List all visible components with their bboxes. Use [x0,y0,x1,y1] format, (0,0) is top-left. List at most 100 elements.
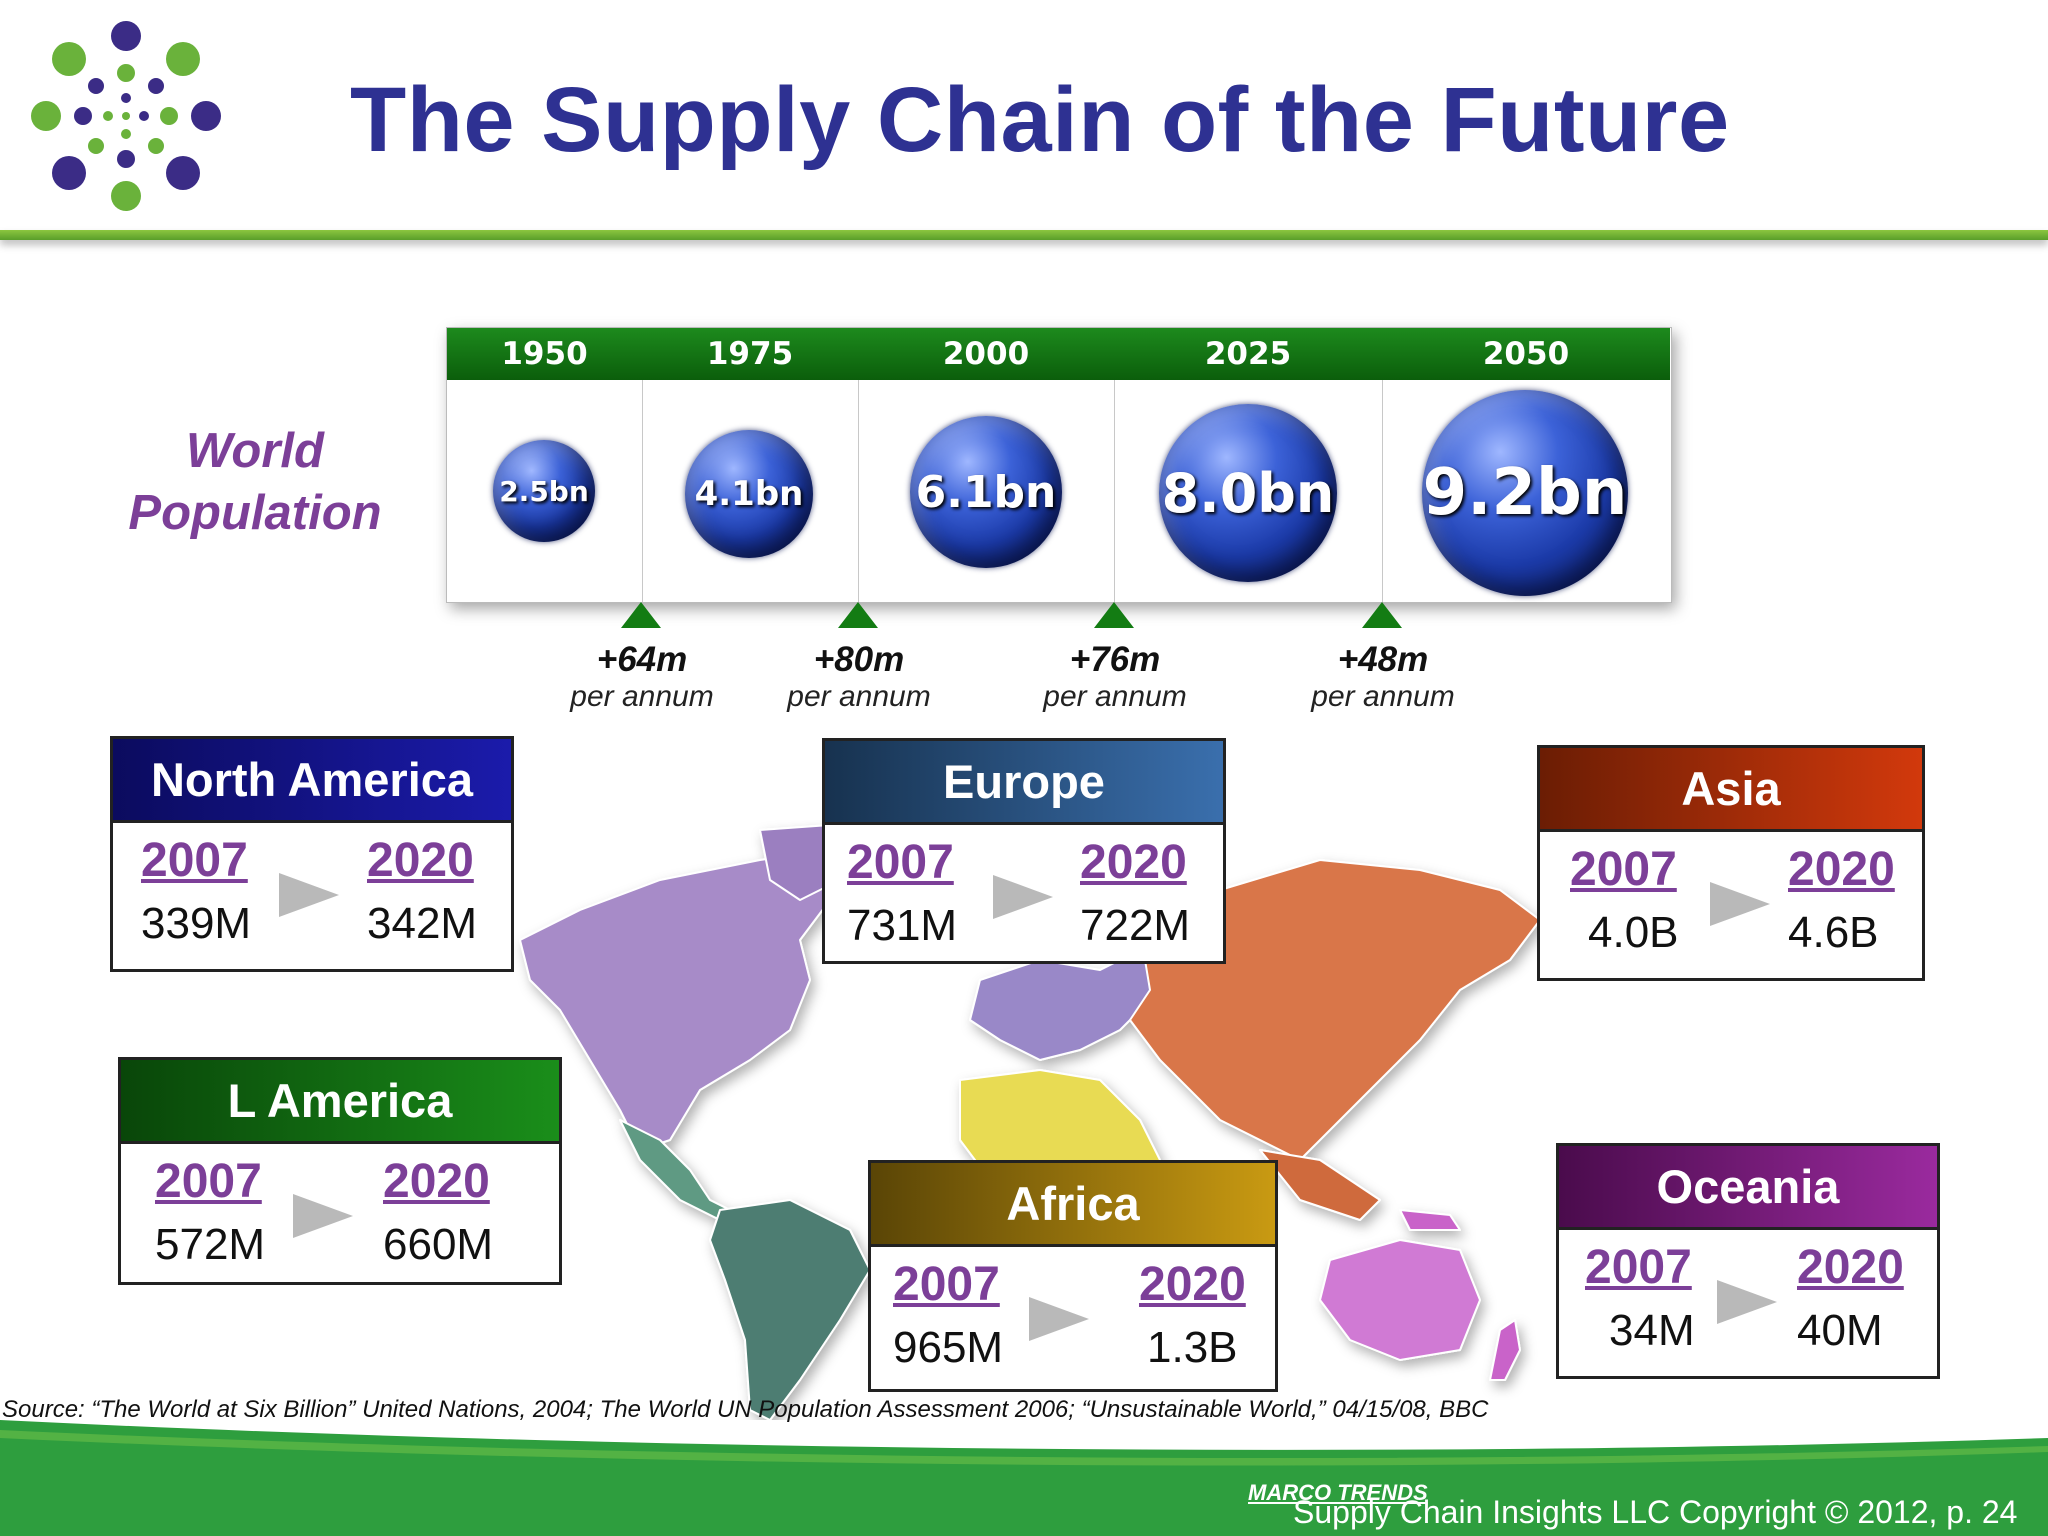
arrow-right-icon [279,873,339,917]
year-to: 2020 [1139,1258,1246,1311]
timeline-column-2050: 2050 9.2bn [1382,328,1670,602]
copyright-text: Supply Chain Insights LLC Copyright © 20… [1293,1494,2018,1530]
world-population-label: World Population [110,420,400,544]
timeline-year: 2025 [1114,328,1382,380]
arrow-right-icon [293,1194,353,1238]
region-name: Africa [871,1163,1275,1247]
page-title: The Supply Chain of the Future [350,69,1730,171]
year-to: 2020 [367,834,474,887]
growth-value: +64m [596,640,688,679]
value-from: 339M [141,899,252,948]
triangle-marker-icon [838,602,878,628]
growth-value: +80m [813,640,905,679]
triangle-marker-icon [1362,602,1402,628]
region-europe: Europe 2007 2020 731M 722M [822,738,1226,964]
region-name: North America [113,739,511,823]
growth-label: +76m per annum [1015,640,1215,714]
region-north-america: North America 2007 2020 339M 342M [110,736,514,972]
growth-value: +48m [1337,640,1429,679]
globe-icon: 2.5bn [493,440,595,542]
region-name: Oceania [1559,1146,1937,1230]
map-new-guinea [1399,1209,1461,1231]
value-to: 660M [383,1220,494,1269]
map-central-america [619,1119,731,1221]
globe-icon: 8.0bn [1159,404,1337,582]
growth-unit: per annum [1043,680,1187,713]
region-name: Europe [825,741,1223,825]
growth-unit: per annum [570,680,714,713]
year-to: 2020 [1080,836,1187,889]
growth-label: +80m per annum [759,640,959,714]
arrow-right-icon [1029,1297,1089,1341]
world-population-line2: Population [128,486,382,540]
growth-label: +48m per annum [1283,640,1483,714]
region-body: 2007 2020 34M 40M [1559,1230,1937,1369]
globe-icon: 9.2bn [1422,390,1628,596]
map-new-zealand [1489,1319,1521,1381]
population-value: 4.1bn [694,474,804,514]
population-value: 9.2bn [1422,456,1628,530]
timeline-year: 2050 [1382,328,1670,380]
year-from: 2007 [893,1258,1000,1311]
timeline-column-2025: 2025 8.0bn [1114,328,1383,602]
population-timeline: 1950 2.5bn 1975 4.1bn 2000 6.1bn 2025 8.… [446,327,1672,603]
growth-value: +76m [1069,640,1161,679]
source-citation: Source: “The World at Six Billion” Unite… [2,1396,1489,1423]
timeline-year: 1950 [447,328,642,380]
value-to: 342M [367,899,478,948]
map-asia [1129,859,1541,1161]
region-body: 2007 2020 339M 342M [113,823,511,962]
map-north-america [519,849,831,1151]
region-body: 2007 2020 4.0B 4.6B [1540,832,1922,971]
year-from: 2007 [1585,1241,1692,1294]
timeline-year: 1975 [642,328,858,380]
growth-unit: per annum [787,680,931,713]
growth-unit: per annum [1311,680,1455,713]
value-from: 731M [847,901,958,950]
timeline-column-1975: 1975 4.1bn [642,328,859,602]
year-from: 2007 [847,836,954,889]
region-name: Asia [1540,748,1922,832]
year-to: 2020 [383,1155,490,1208]
population-value: 8.0bn [1161,461,1335,525]
value-to: 4.6B [1788,908,1879,957]
company-logo [31,21,221,211]
timeline-column-2000: 2000 6.1bn [858,328,1115,602]
region-body: 2007 2020 572M 660M [121,1144,559,1283]
year-from: 2007 [1570,843,1677,896]
timeline-year: 2000 [858,328,1114,380]
region-name: L America [121,1060,559,1144]
map-europe [969,949,1161,1061]
value-to: 1.3B [1147,1323,1238,1372]
year-from: 2007 [141,834,248,887]
year-to: 2020 [1788,843,1895,896]
footer-tag: MARCO TRENDS [1248,1480,1428,1505]
value-from: 4.0B [1588,908,1679,957]
arrow-right-icon [1710,882,1770,926]
map-southeast-asia [1259,1149,1381,1221]
globe-icon: 4.1bn [685,430,813,558]
timeline-column-1950: 1950 2.5bn [447,328,643,602]
region-asia: Asia 2007 2020 4.0B 4.6B [1537,745,1925,981]
map-australia [1319,1239,1481,1361]
region-africa: Africa 2007 2020 965M 1.3B [868,1160,1278,1392]
value-from: 34M [1609,1306,1695,1355]
population-value: 6.1bn [915,466,1057,518]
globe-icon: 6.1bn [910,416,1062,568]
map-south-america [709,1199,871,1420]
region-body: 2007 2020 965M 1.3B [871,1247,1275,1386]
header-divider [0,230,2048,240]
arrow-right-icon [993,875,1053,919]
arrow-right-icon [1717,1280,1777,1324]
year-from: 2007 [155,1155,262,1208]
growth-label: +64m per annum [542,640,742,714]
value-from: 572M [155,1220,266,1269]
region-body: 2007 2020 731M 722M [825,825,1223,964]
value-from: 965M [893,1323,1004,1372]
world-population-line1: World [186,424,324,478]
triangle-marker-icon [621,602,661,628]
value-to: 722M [1080,901,1191,950]
region-oceania: Oceania 2007 2020 34M 40M [1556,1143,1940,1379]
value-to: 40M [1797,1306,1883,1355]
population-value: 2.5bn [499,474,589,508]
